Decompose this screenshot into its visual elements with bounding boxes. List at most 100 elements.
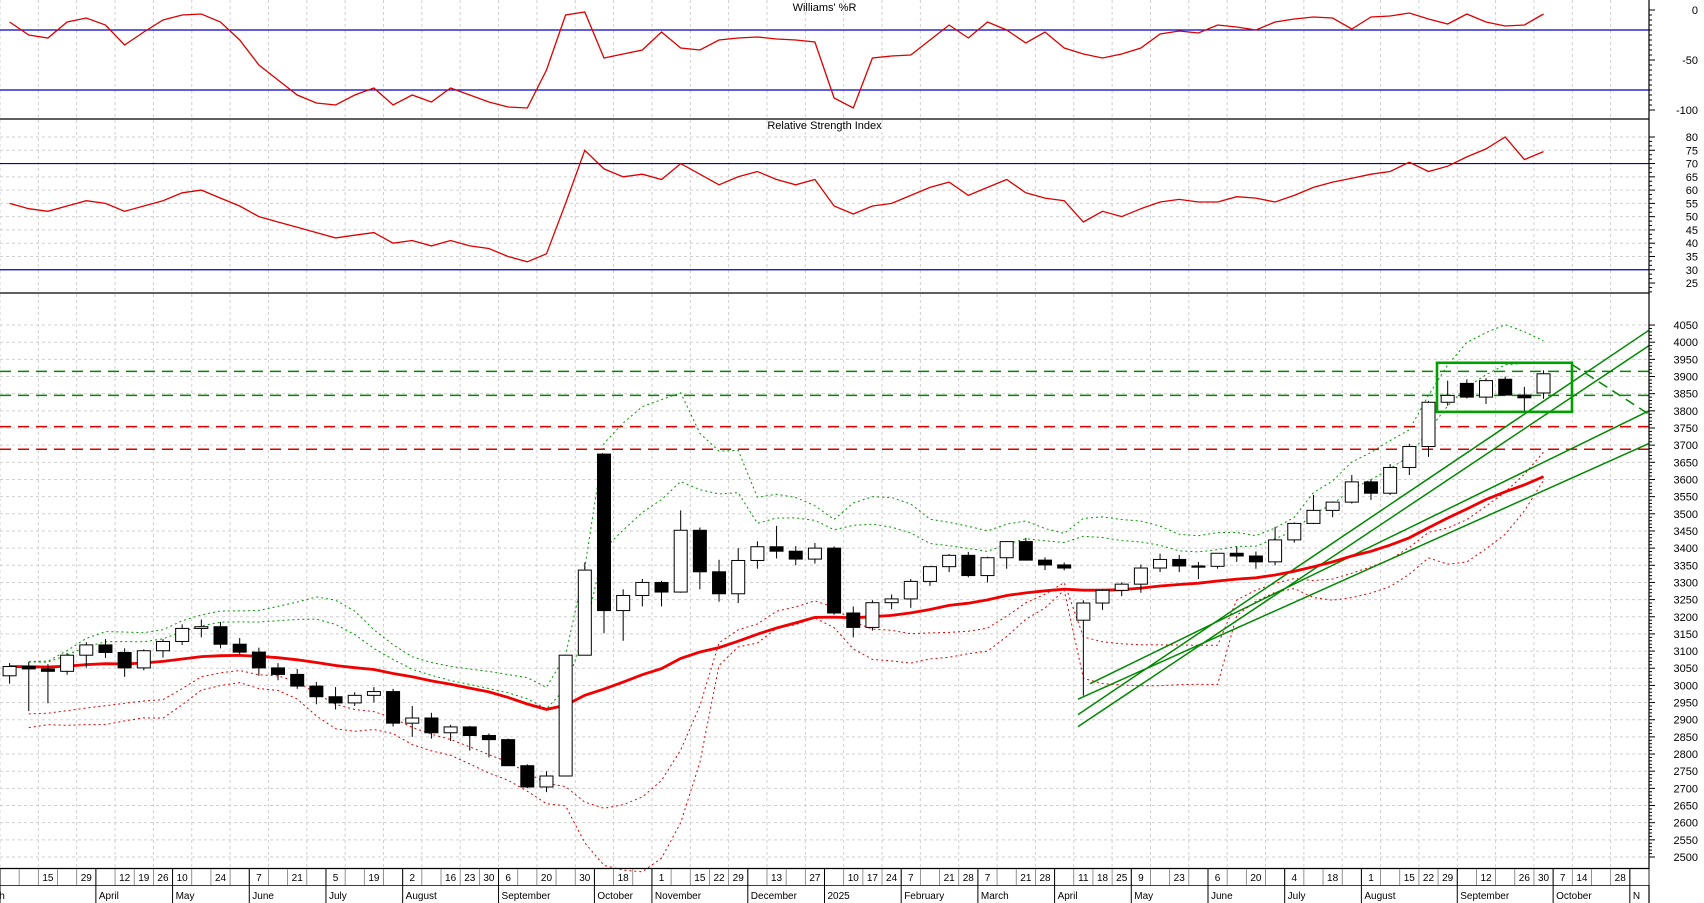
svg-text:3100: 3100 [1674,646,1698,658]
svg-text:March: March [981,891,1009,902]
svg-text:30: 30 [483,873,495,884]
svg-text:15: 15 [1404,873,1416,884]
svg-text:May: May [176,891,195,902]
svg-text:June: June [252,891,274,902]
svg-text:3200: 3200 [1674,612,1698,624]
svg-text:23: 23 [464,873,476,884]
svg-text:3500: 3500 [1674,509,1698,521]
date-axis[interactable]: March April May June July August September Octo… [0,869,1650,903]
grid-vertical [0,0,1650,868]
candle-up [635,581,650,596]
svg-text:27: 27 [809,873,821,884]
svg-text:40: 40 [1686,238,1698,250]
svg-text:2600: 2600 [1674,818,1698,830]
candle-up [194,626,209,629]
svg-text:7: 7 [985,873,991,884]
candle-down [232,643,247,653]
svg-text:14: 14 [1576,873,1588,884]
svg-text:July: July [1288,891,1306,902]
candle-down [386,691,401,724]
candle-up [443,726,458,734]
candle-down [596,453,611,612]
svg-text:4000: 4000 [1674,337,1698,349]
svg-text:29: 29 [1442,873,1454,884]
svg-text:6: 6 [505,873,511,884]
svg-text:N: N [1633,891,1640,902]
candle-up [1421,401,1436,448]
candle-down [1248,555,1263,563]
candle-up [731,559,746,595]
svg-text:75: 75 [1686,145,1698,157]
svg-text:2025: 2025 [828,891,851,902]
candle-up [1306,509,1321,524]
svg-text:20: 20 [541,873,553,884]
svg-text:50: 50 [1686,212,1698,224]
candle-up [405,717,420,724]
volatility-bands [28,324,1544,873]
svg-text:18: 18 [1097,873,1109,884]
svg-text:3300: 3300 [1674,577,1698,589]
panel-borders [0,0,1650,903]
svg-text:December: December [751,891,798,902]
svg-text:12: 12 [119,873,131,884]
candle-up [577,569,592,656]
candle-down [788,550,803,560]
trend-channel-lines[interactable] [1077,329,1650,728]
svg-text:-50: -50 [1682,55,1698,67]
svg-text:2500: 2500 [1674,852,1698,864]
candle-down [692,529,707,573]
svg-text:28: 28 [1615,873,1627,884]
candle-down [1191,565,1206,568]
candle-up [884,598,899,604]
candle-down [1459,382,1474,398]
svg-text:March: March [0,891,5,902]
svg-text:3700: 3700 [1674,440,1698,452]
svg-text:3150: 3150 [1674,629,1698,641]
consolidation-box-annotation[interactable] [1435,361,1574,414]
candle-down [251,651,266,669]
candle-up [865,602,880,628]
candle-down [961,554,976,577]
svg-text:2900: 2900 [1674,715,1698,727]
svg-text:2950: 2950 [1674,698,1698,710]
candle-down [1517,394,1532,399]
svg-text:August: August [406,891,437,902]
svg-text:July: July [329,891,347,902]
candle-up [750,546,765,561]
svg-text:28: 28 [1039,873,1051,884]
svg-text:6: 6 [1215,873,1221,884]
svg-text:29: 29 [733,873,745,884]
candle-up [1076,602,1091,621]
svg-text:3750: 3750 [1674,423,1698,435]
candle-up [999,541,1014,559]
candle-down [213,626,228,645]
svg-text:9: 9 [1138,873,1144,884]
candle-up [175,627,190,642]
svg-text:35: 35 [1686,251,1698,263]
svg-text:55: 55 [1686,198,1698,210]
candlesticks [2,370,1551,793]
candle-down [117,651,132,669]
candle-down [1038,559,1053,566]
candle-down [654,581,669,593]
svg-text:4: 4 [1291,873,1297,884]
svg-text:24: 24 [886,873,898,884]
candle-down [501,739,516,767]
price-level-lines[interactable] [0,370,1649,451]
value-axis[interactable]: 2500255026002650270027502800285029002950… [1649,5,1698,864]
svg-text:30: 30 [1538,873,1550,884]
candle-down [21,666,36,670]
svg-text:60: 60 [1686,185,1698,197]
candle-down [1172,558,1187,567]
candle-up [136,650,151,669]
candle-down [98,644,113,653]
candle-up [155,640,170,652]
svg-text:22: 22 [1423,873,1435,884]
svg-text:5: 5 [333,873,339,884]
svg-text:29: 29 [81,873,93,884]
svg-text:April: April [1058,891,1078,902]
svg-text:June: June [1211,891,1233,902]
candle-up [79,644,94,656]
candle-down [1229,552,1244,557]
